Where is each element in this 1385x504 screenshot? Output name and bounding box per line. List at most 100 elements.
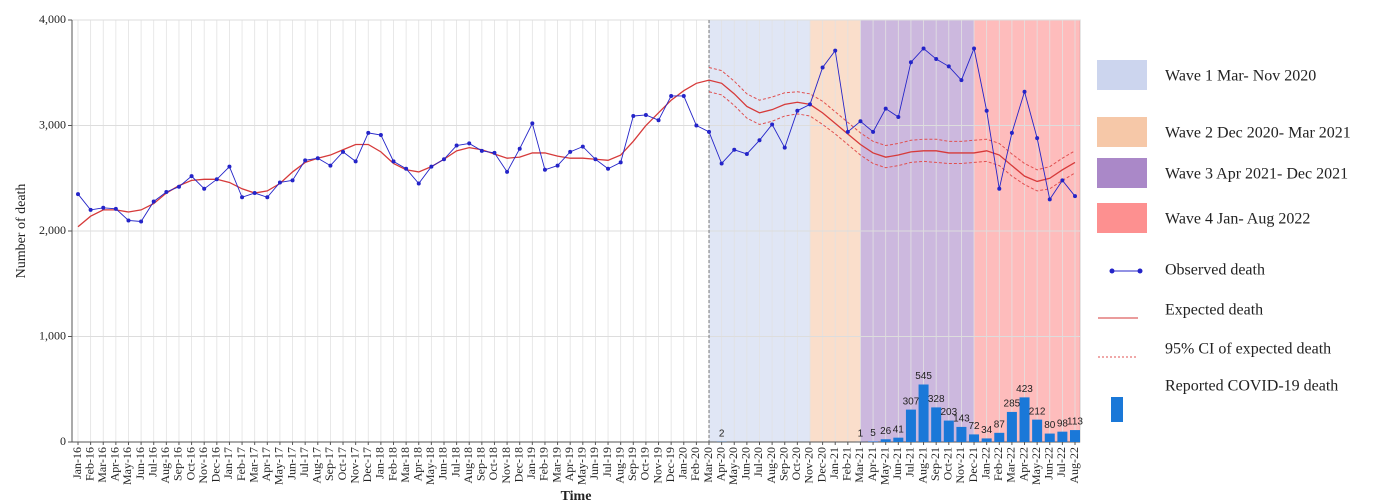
covid-bar <box>931 407 942 442</box>
observed-point <box>580 144 585 149</box>
x-tick-label: Aug-19 <box>612 447 626 484</box>
covid-bar <box>1032 419 1043 442</box>
observed-point <box>1022 89 1027 94</box>
x-tick-label: Jul-16 <box>145 447 159 477</box>
legend-swatch <box>1097 158 1147 188</box>
observed-point <box>139 219 144 224</box>
x-tick-label: Apr-17 <box>259 447 273 481</box>
covid-bar <box>1057 431 1068 442</box>
x-tick-label: Jun-20 <box>739 447 753 480</box>
observed-point <box>845 129 850 134</box>
observed-point <box>1009 130 1014 135</box>
observed-point <box>1073 194 1077 199</box>
x-tick-label: Apr-21 <box>865 447 879 481</box>
x-tick-label: Dec-20 <box>814 447 828 482</box>
observed-point <box>1060 178 1065 183</box>
x-tick-label: Jan-21 <box>827 447 841 479</box>
observed-point <box>593 157 598 162</box>
x-tick-label: May-20 <box>726 447 740 485</box>
observed-point <box>240 195 245 200</box>
observed-point <box>328 163 333 168</box>
x-axis-label: Time <box>561 489 592 504</box>
x-tick-label: Dec-19 <box>663 447 677 482</box>
legend-observed-dot <box>1109 268 1115 274</box>
x-tick-label: Aug-21 <box>915 447 929 484</box>
legend-label: Expected death <box>1165 302 1263 319</box>
covid-bar <box>1006 411 1017 442</box>
x-tick-label: Oct-18 <box>486 447 500 480</box>
legend-label: Observed death <box>1165 262 1265 279</box>
covid-bar <box>918 384 929 442</box>
observed-point <box>341 149 346 154</box>
x-tick-label: Oct-17 <box>335 447 349 480</box>
covid-bar <box>981 438 992 442</box>
x-tick-label: Jun-21 <box>890 447 904 480</box>
observed-point <box>265 195 270 200</box>
x-tick-label: May-16 <box>120 447 134 485</box>
legend-swatch <box>1097 117 1147 147</box>
observed-point <box>618 160 623 165</box>
observed-point <box>820 65 825 70</box>
observed-point <box>88 207 93 212</box>
observed-point <box>921 46 926 51</box>
bar-value-label: 2 <box>719 428 725 439</box>
x-tick-label: Mar-17 <box>246 447 260 483</box>
x-tick-label: Dec-21 <box>966 447 980 482</box>
observed-point <box>202 186 207 191</box>
observed-point <box>908 60 913 65</box>
observed-point <box>807 102 812 107</box>
x-tick-label: Sep-16 <box>171 447 185 481</box>
observed-point <box>770 122 775 127</box>
x-tick-label: Dec-16 <box>209 447 223 482</box>
x-tick-label: Jul-18 <box>448 447 462 477</box>
observed-point <box>732 147 737 152</box>
x-tick-label: Jul-21 <box>903 447 917 477</box>
x-tick-label: Jun-17 <box>284 447 298 480</box>
x-tick-label: Apr-22 <box>1016 447 1030 481</box>
bar-value-label: 285 <box>1004 399 1021 410</box>
x-tick-label: Aug-17 <box>310 447 324 484</box>
observed-point <box>101 205 106 210</box>
observed-point <box>782 145 787 150</box>
observed-point <box>441 157 446 162</box>
x-tick-label: Mar-21 <box>852 447 866 483</box>
observed-point <box>858 119 863 124</box>
observed-point <box>315 156 320 161</box>
legend-label: Reported COVID-19 death <box>1165 378 1338 395</box>
observed-point <box>277 180 282 185</box>
observed-point <box>176 184 181 189</box>
x-tick-label: Aug-16 <box>158 447 172 484</box>
covid-bar <box>905 409 916 442</box>
observed-point <box>606 166 611 171</box>
observed-point <box>113 206 118 211</box>
observed-point <box>353 159 358 164</box>
bar-value-label: 545 <box>915 371 932 382</box>
observed-point <box>997 186 1002 191</box>
legend-label: Wave 3 Apr 2021- Dec 2021 <box>1165 166 1348 183</box>
x-tick-label: Aug-20 <box>764 447 778 484</box>
x-tick-label: Feb-16 <box>82 447 96 481</box>
x-tick-label: Feb-17 <box>234 447 248 481</box>
legend-bar-icon <box>1111 397 1123 422</box>
bar-value-label: 72 <box>968 421 980 432</box>
x-tick-label: Dec-17 <box>360 447 374 482</box>
observed-point <box>656 118 661 123</box>
covid-bar <box>943 420 954 442</box>
observed-point <box>694 123 699 128</box>
x-tick-label: Jan-20 <box>676 447 690 479</box>
x-tick-label: Oct-19 <box>638 447 652 480</box>
x-tick-label: Jul-19 <box>600 447 614 477</box>
observed-point <box>568 149 573 154</box>
x-tick-label: May-21 <box>877 447 891 485</box>
observed-point <box>984 108 989 113</box>
observed-point <box>404 166 409 171</box>
legend-label: Wave 2 Dec 2020- Mar 2021 <box>1165 125 1351 142</box>
x-tick-label: Feb-21 <box>840 447 854 481</box>
covid-bar <box>868 441 879 442</box>
x-tick-label: Feb-20 <box>688 447 702 481</box>
x-tick-label: Oct-21 <box>941 447 955 480</box>
observed-point <box>959 78 964 83</box>
bar-value-label: 5 <box>870 428 876 439</box>
observed-point <box>555 163 560 168</box>
x-tick-label: Nov-16 <box>196 447 210 484</box>
